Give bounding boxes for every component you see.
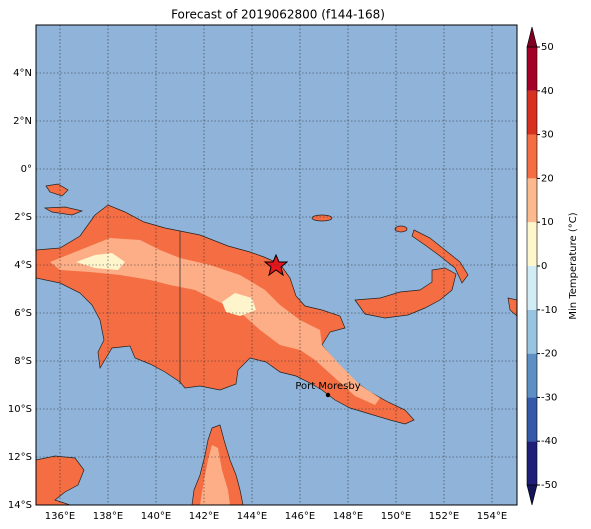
- lat-tick-label: 14°S: [8, 500, 32, 511]
- colorbar-tick-label: 30: [541, 130, 554, 141]
- colorbar-tick-label: 0: [541, 261, 547, 272]
- colorbar-tick-label: 20: [541, 173, 554, 184]
- colorbar-segment: [527, 90, 537, 135]
- colorbar-tick-label: -30: [541, 392, 557, 403]
- colorbar-segment: [527, 47, 537, 91]
- colorbar-tick-label: -10: [541, 305, 557, 316]
- island: [311, 214, 333, 222]
- warm-region: [50, 238, 380, 405]
- star-marker: [263, 253, 289, 277]
- warm-region: [200, 445, 230, 505]
- lon-tick-label: 152°E: [429, 511, 459, 522]
- island: [43, 183, 84, 216]
- new-britain: [354, 267, 457, 319]
- lon-tick-label: 142°E: [189, 511, 219, 522]
- colorbar-extend: [526, 484, 538, 506]
- colorbar-extend: [526, 26, 538, 48]
- lon-tick-label: 138°E: [93, 511, 123, 522]
- colorbar-tick-label: 40: [541, 86, 554, 97]
- new-ireland: [411, 229, 469, 284]
- island: [394, 225, 408, 233]
- lat-tick-label: 12°S: [8, 452, 32, 463]
- lat-tick-label: 6°S: [14, 308, 32, 319]
- frame: [35, 24, 518, 506]
- lat-tick-label: 0°: [21, 164, 32, 175]
- lat-tick-label: 2°N: [13, 116, 32, 127]
- colorbar-segment: [527, 441, 537, 485]
- colorbar-segment: [527, 178, 537, 223]
- colorbar-tick-label: -50: [541, 480, 557, 491]
- lon-tick-label: 136°E: [45, 511, 75, 522]
- title: Forecast of 2019062800 (f144-168): [171, 8, 385, 22]
- colorbar-tick-label: 50: [541, 42, 554, 53]
- colorbar-label: Min Temperature (°C): [568, 212, 579, 319]
- lon-tick-label: 146°E: [285, 511, 315, 522]
- colorbar-segment: [527, 309, 537, 354]
- colorbar-segment: [527, 266, 537, 310]
- colorbar: 50 40 30 20 10 0 -10 -20 -30 -40 -50: [526, 26, 557, 506]
- colorbar-tick-label: 10: [541, 217, 554, 228]
- colorbar-tick-label: -40: [541, 436, 557, 447]
- lat-tick-label: 10°S: [8, 404, 32, 415]
- lon-tick-label: 150°E: [381, 511, 411, 522]
- lat-tick-label: 2°S: [14, 212, 32, 223]
- colorbar-tick-label: -20: [541, 349, 557, 360]
- mild-region: [76, 253, 256, 316]
- city-marker: [325, 392, 331, 398]
- colorbar-segment: [527, 134, 537, 179]
- colorbar-segment: [527, 353, 537, 398]
- city-label: Port Moresby: [295, 381, 360, 392]
- lon-tick-label: 144°E: [237, 511, 267, 522]
- lon-tick-label: 148°E: [333, 511, 363, 522]
- map: Port Moresby: [35, 24, 518, 506]
- lat-tick-label: 8°S: [14, 356, 32, 367]
- lat-tick-label: 4°N: [13, 68, 32, 79]
- lon-tick-label: 154°E: [477, 511, 507, 522]
- colorbar-segment: [527, 222, 537, 266]
- lon-tick-label: 140°E: [141, 511, 171, 522]
- lat-tick-label: 4°S: [14, 260, 32, 271]
- colorbar-segment: [527, 397, 537, 442]
